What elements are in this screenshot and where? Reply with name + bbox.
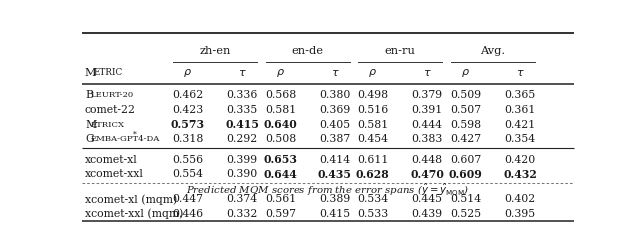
Text: 0.447: 0.447 [172, 194, 203, 204]
Text: 0.454: 0.454 [357, 134, 388, 144]
Text: xcomet-xxl: xcomet-xxl [85, 169, 144, 179]
Text: 0.399: 0.399 [227, 155, 258, 165]
Text: 0.514: 0.514 [450, 194, 481, 204]
Text: 0.439: 0.439 [412, 209, 443, 219]
Text: Predicted MQM scores from the error spans ($\hat{y} = \hat{y}_{\mathrm{MQM}}$): Predicted MQM scores from the error span… [186, 182, 470, 199]
Text: 0.432: 0.432 [503, 169, 537, 180]
Text: xcomet-xxl (mqm): xcomet-xxl (mqm) [85, 208, 183, 219]
Text: 0.435: 0.435 [318, 169, 352, 180]
Text: 0.387: 0.387 [319, 134, 351, 144]
Text: $\rho$: $\rho$ [276, 67, 285, 79]
Text: 0.292: 0.292 [227, 134, 258, 144]
Text: 0.354: 0.354 [504, 134, 536, 144]
Text: $\rho$: $\rho$ [368, 67, 377, 79]
Text: 0.414: 0.414 [319, 155, 351, 165]
Text: 0.554: 0.554 [172, 169, 203, 179]
Text: 0.427: 0.427 [450, 134, 481, 144]
Text: zh-en: zh-en [199, 45, 230, 55]
Text: 0.383: 0.383 [412, 134, 443, 144]
Text: 0.374: 0.374 [227, 194, 258, 204]
Text: 0.640: 0.640 [264, 119, 297, 130]
Text: 0.379: 0.379 [412, 90, 443, 100]
Text: 0.509: 0.509 [450, 90, 481, 100]
Text: EMBA-GPT4-DA: EMBA-GPT4-DA [90, 135, 160, 144]
Text: ETRICX: ETRICX [90, 121, 124, 129]
Text: 0.611: 0.611 [357, 155, 388, 165]
Text: 0.391: 0.391 [412, 105, 443, 115]
Text: B: B [85, 90, 93, 100]
Text: G: G [85, 134, 93, 144]
Text: Avg.: Avg. [480, 45, 505, 55]
Text: ETRIC: ETRIC [93, 68, 123, 77]
Text: 0.421: 0.421 [504, 120, 536, 130]
Text: 0.332: 0.332 [227, 209, 258, 219]
Text: M: M [85, 120, 96, 130]
Text: 0.525: 0.525 [450, 209, 481, 219]
Text: *: * [133, 131, 137, 139]
Text: 0.402: 0.402 [504, 194, 536, 204]
Text: 0.336: 0.336 [227, 90, 258, 100]
Text: 0.653: 0.653 [264, 154, 298, 165]
Text: $\tau$: $\tau$ [331, 68, 339, 78]
Text: 0.369: 0.369 [319, 105, 351, 115]
Text: 0.415: 0.415 [225, 119, 259, 130]
Text: 0.423: 0.423 [172, 105, 204, 115]
Text: 0.380: 0.380 [319, 90, 351, 100]
Text: 0.597: 0.597 [265, 209, 296, 219]
Text: 0.462: 0.462 [172, 90, 204, 100]
Text: $\tau$: $\tau$ [423, 68, 431, 78]
Text: 0.395: 0.395 [504, 209, 536, 219]
Text: 0.534: 0.534 [357, 194, 388, 204]
Text: en-de: en-de [292, 45, 324, 55]
Text: 0.533: 0.533 [357, 209, 388, 219]
Text: $\rho$: $\rho$ [461, 67, 470, 79]
Text: 0.516: 0.516 [357, 105, 388, 115]
Text: $\rho$: $\rho$ [183, 67, 192, 79]
Text: $\tau$: $\tau$ [238, 68, 246, 78]
Text: 0.581: 0.581 [357, 120, 388, 130]
Text: 0.598: 0.598 [450, 120, 481, 130]
Text: 0.390: 0.390 [227, 169, 258, 179]
Text: 0.365: 0.365 [504, 90, 536, 100]
Text: LEURT-20: LEURT-20 [90, 91, 134, 99]
Text: 0.561: 0.561 [265, 194, 296, 204]
Text: 0.556: 0.556 [172, 155, 203, 165]
Text: 0.361: 0.361 [504, 105, 536, 115]
Text: 0.446: 0.446 [172, 209, 203, 219]
Text: 0.420: 0.420 [504, 155, 536, 165]
Text: 0.318: 0.318 [172, 134, 204, 144]
Text: 0.573: 0.573 [171, 119, 205, 130]
Text: 0.445: 0.445 [412, 194, 443, 204]
Text: 0.628: 0.628 [356, 169, 390, 180]
Text: 0.498: 0.498 [357, 90, 388, 100]
Text: 0.508: 0.508 [265, 134, 296, 144]
Text: 0.444: 0.444 [412, 120, 443, 130]
Text: 0.335: 0.335 [227, 105, 258, 115]
Text: 0.405: 0.405 [319, 120, 351, 130]
Text: en-ru: en-ru [385, 45, 415, 55]
Text: 0.581: 0.581 [265, 105, 296, 115]
Text: xcomet-xl: xcomet-xl [85, 155, 138, 165]
Text: $\tau$: $\tau$ [516, 68, 524, 78]
Text: 0.609: 0.609 [449, 169, 483, 180]
Text: 0.415: 0.415 [319, 209, 351, 219]
Text: 0.507: 0.507 [450, 105, 481, 115]
Text: M: M [85, 68, 97, 78]
Text: xcomet-xl (mqm): xcomet-xl (mqm) [85, 194, 177, 205]
Text: comet-22: comet-22 [85, 105, 136, 115]
Text: 0.644: 0.644 [264, 169, 297, 180]
Text: 0.448: 0.448 [412, 155, 443, 165]
Text: 0.470: 0.470 [410, 169, 444, 180]
Text: 0.389: 0.389 [319, 194, 351, 204]
Text: 0.607: 0.607 [450, 155, 481, 165]
Text: 0.568: 0.568 [265, 90, 296, 100]
